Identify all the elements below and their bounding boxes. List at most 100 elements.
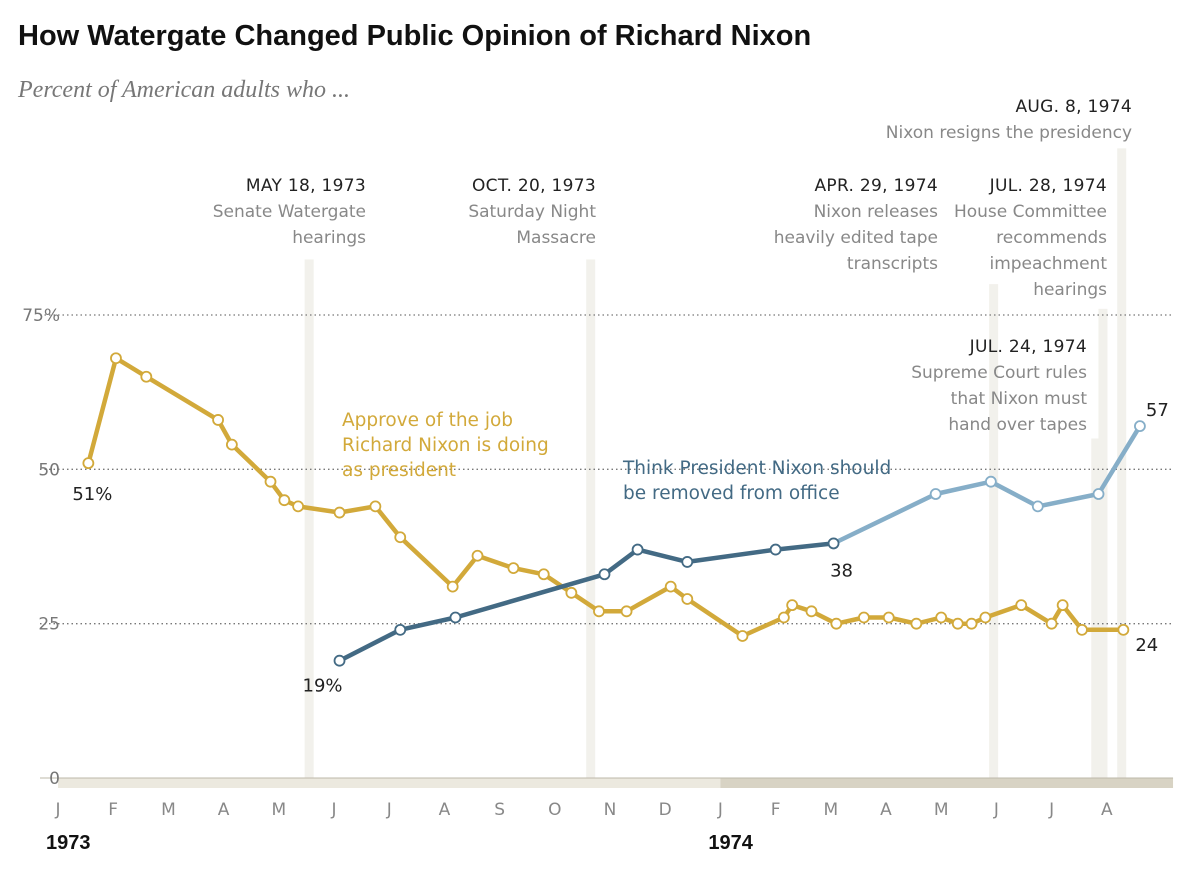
approve-point bbox=[805, 605, 818, 618]
event-description: hearings bbox=[1033, 280, 1107, 300]
approve-point bbox=[1056, 599, 1069, 612]
year-label: 1973 bbox=[46, 832, 91, 854]
y-tick-label: 0 bbox=[49, 769, 60, 789]
x-axis-band bbox=[40, 777, 1174, 788]
x-tick-label: J bbox=[717, 800, 723, 820]
approve-point bbox=[471, 549, 484, 562]
event-description: House Committee bbox=[954, 202, 1107, 222]
x-tick-label: J bbox=[993, 800, 999, 820]
approve-point bbox=[264, 475, 277, 488]
x-tick-label: J bbox=[386, 800, 392, 820]
chart-title: How Watergate Changed Public Opinion of … bbox=[18, 20, 811, 52]
chart-subtitle: Percent of American adults who ... bbox=[17, 77, 350, 103]
approve-point bbox=[736, 630, 749, 642]
approve-end-value: 24 bbox=[1135, 635, 1158, 656]
event-description: recommends bbox=[996, 228, 1107, 248]
event-date: MAY 18, 1973 bbox=[246, 176, 366, 196]
approve-point bbox=[681, 593, 694, 605]
x-tick-label: M bbox=[934, 800, 949, 820]
event-band bbox=[304, 259, 314, 778]
approve-point bbox=[951, 617, 964, 630]
removed-point bbox=[681, 556, 694, 568]
event-date: JUL. 24, 1974 bbox=[969, 337, 1087, 357]
approve-series-label: Approve of the job bbox=[342, 410, 513, 431]
x-tick-label: J bbox=[1048, 800, 1054, 820]
approve-point bbox=[910, 617, 923, 630]
removed-point bbox=[449, 611, 462, 624]
removed-point bbox=[984, 475, 997, 488]
approve-point bbox=[1045, 617, 1058, 630]
removed-line-light bbox=[831, 423, 1143, 546]
x-tick-label: A bbox=[218, 800, 230, 820]
year-labels: 1973 1974 bbox=[46, 832, 754, 854]
event-annotations: MAY 18, 1973 Senate Watergate hearings OCT.… bbox=[213, 97, 1132, 435]
removed-series-label: Think President Nixon should bbox=[622, 458, 891, 479]
approve-point bbox=[278, 494, 291, 507]
removed-point bbox=[631, 543, 644, 556]
y-tick-label: 75% bbox=[22, 306, 60, 326]
approve-point bbox=[507, 562, 520, 575]
removed-point bbox=[598, 568, 611, 581]
approve-point bbox=[82, 457, 95, 470]
x-tick-label: M bbox=[161, 800, 176, 820]
approve-point bbox=[620, 605, 633, 618]
approve-point bbox=[1076, 623, 1088, 636]
approve-point bbox=[786, 599, 799, 612]
approve-point bbox=[935, 611, 948, 624]
approve-point bbox=[446, 580, 459, 593]
event-description: heavily edited tape bbox=[774, 228, 938, 248]
removed-end-value: 57 bbox=[1146, 400, 1169, 421]
event-description: impeachment bbox=[989, 254, 1107, 274]
event-description: Senate Watergate bbox=[213, 202, 366, 222]
event-description: Nixon releases bbox=[814, 202, 939, 222]
x-tick-label: N bbox=[604, 800, 617, 820]
series-points bbox=[82, 352, 1146, 667]
approve-point bbox=[140, 370, 153, 383]
event-date: APR. 29, 1974 bbox=[815, 176, 939, 196]
event-description: Nixon resigns the presidency bbox=[886, 123, 1132, 143]
series-labels: Approve of the job Richard Nixon is doing… bbox=[72, 400, 1168, 697]
approve-point bbox=[777, 611, 790, 624]
year-label: 1974 bbox=[708, 832, 753, 854]
removed-start-value: 19% bbox=[303, 676, 343, 697]
x-tick-label: M bbox=[823, 800, 838, 820]
x-tick-label: F bbox=[771, 800, 781, 820]
approve-point bbox=[537, 568, 550, 581]
approve-point bbox=[1015, 599, 1028, 612]
event-bands bbox=[304, 148, 1127, 778]
approve-point bbox=[979, 611, 992, 624]
removed-point bbox=[1134, 420, 1146, 433]
event-band bbox=[989, 284, 999, 778]
removed-point bbox=[769, 543, 782, 556]
x-tick-label: J bbox=[54, 800, 60, 820]
approve-point bbox=[858, 611, 870, 624]
x-tick-label: O bbox=[548, 800, 561, 820]
y-axis: 75% 50 25 0 bbox=[22, 306, 60, 789]
removed-point bbox=[1031, 500, 1044, 513]
removed-point bbox=[394, 623, 407, 636]
x-tick-label: A bbox=[880, 800, 892, 820]
approve-point bbox=[565, 586, 578, 599]
event-date: AUG. 8, 1974 bbox=[1015, 97, 1132, 117]
event-description: transcripts bbox=[847, 254, 938, 274]
approve-point bbox=[292, 500, 305, 513]
approve-point bbox=[212, 414, 224, 426]
approve-point bbox=[593, 605, 605, 618]
approve-point bbox=[965, 617, 978, 630]
removed-mid-value: 38 bbox=[830, 560, 853, 581]
x-tick-label: M bbox=[271, 800, 286, 820]
event-description: hand over tapes bbox=[948, 415, 1087, 435]
x-tick-label: A bbox=[1101, 800, 1113, 820]
approve-point bbox=[225, 438, 238, 451]
event-description: Massacre bbox=[516, 228, 596, 248]
approve-point bbox=[882, 611, 895, 624]
axis-band-1973 bbox=[58, 778, 721, 788]
removed-line-dark bbox=[337, 541, 836, 663]
y-tick-label: 25 bbox=[38, 615, 60, 635]
approve-point bbox=[664, 580, 677, 593]
x-tick-label: S bbox=[494, 800, 505, 820]
event-description: Supreme Court rules bbox=[911, 363, 1087, 383]
approve-point bbox=[369, 500, 382, 513]
